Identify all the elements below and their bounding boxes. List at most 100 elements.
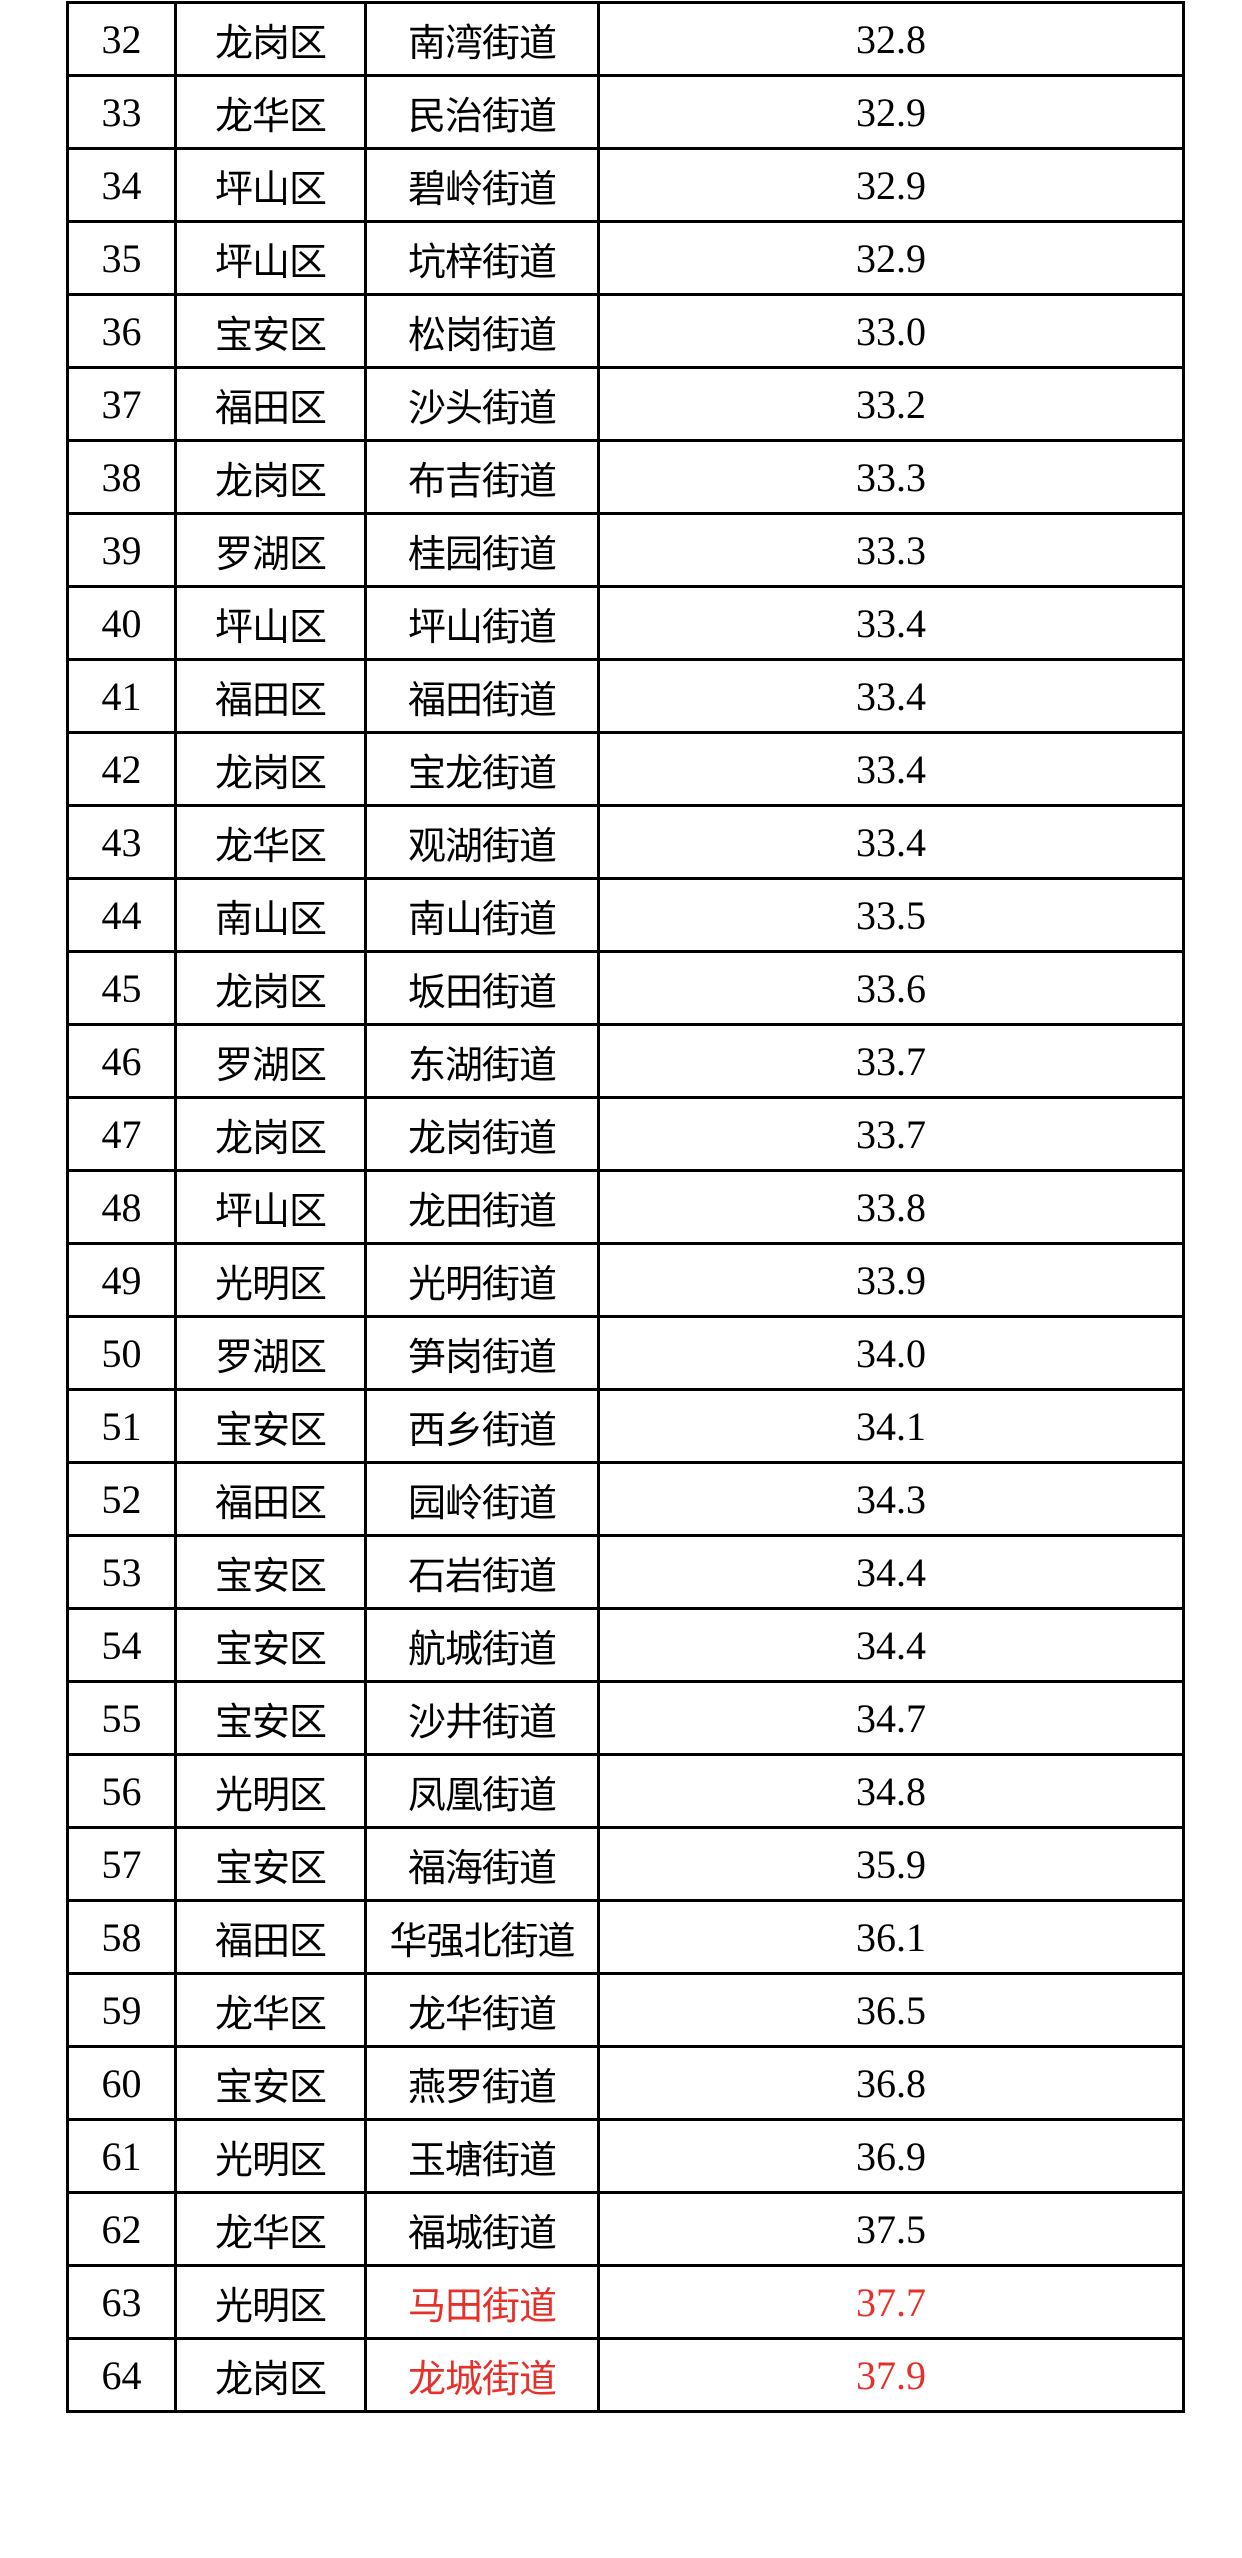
table-row: 53 宝安区 石岩街道 34.4 [66,1534,1185,1610]
table-row: 40 坪山区 坪山街道 33.4 [66,585,1185,661]
table-row: 54 宝安区 航城街道 34.4 [66,1607,1185,1683]
street-cell: 龙岗街道 [364,1096,600,1172]
value-cell: 32.9 [597,147,1185,223]
district-cell: 宝安区 [174,1534,367,1610]
district-cell: 福田区 [174,658,367,734]
table-row: 43 龙华区 观湖街道 33.4 [66,804,1185,880]
rank-cell: 62 [66,2191,177,2267]
value-cell: 34.1 [597,1388,1185,1464]
street-cell: 沙头街道 [364,366,600,442]
table-row: 49 光明区 光明街道 33.9 [66,1242,1185,1318]
table-row: 61 光明区 玉塘街道 36.9 [66,2118,1185,2194]
district-cell: 罗湖区 [174,1315,367,1391]
district-cell: 宝安区 [174,2045,367,2121]
rank-cell: 36 [66,293,177,369]
value-cell: 32.8 [597,1,1185,77]
table-row: 34 坪山区 碧岭街道 32.9 [66,147,1185,223]
value-cell: 33.7 [597,1023,1185,1099]
value-cell: 33.5 [597,877,1185,953]
value-cell: 36.9 [597,2118,1185,2194]
value-cell: 36.8 [597,2045,1185,2121]
street-cell: 民治街道 [364,74,600,150]
street-cell: 碧岭街道 [364,147,600,223]
value-cell: 34.8 [597,1753,1185,1829]
district-cell: 龙岗区 [174,950,367,1026]
district-cell: 宝安区 [174,1607,367,1683]
value-cell: 34.4 [597,1534,1185,1610]
value-cell: 33.8 [597,1169,1185,1245]
street-cell: 光明街道 [364,1242,600,1318]
street-cell: 石岩街道 [364,1534,600,1610]
district-cell: 宝安区 [174,1680,367,1756]
district-cell: 罗湖区 [174,1023,367,1099]
table-row: 52 福田区 园岭街道 34.3 [66,1461,1185,1537]
rank-cell: 44 [66,877,177,953]
district-cell: 南山区 [174,877,367,953]
district-cell: 龙华区 [174,2191,367,2267]
district-cell: 龙岗区 [174,2337,367,2413]
rank-cell: 63 [66,2264,177,2340]
street-cell: 西乡街道 [364,1388,600,1464]
value-cell: 32.9 [597,220,1185,296]
table-row: 38 龙岗区 布吉街道 33.3 [66,439,1185,515]
rank-cell: 52 [66,1461,177,1537]
rank-cell: 33 [66,74,177,150]
rank-cell: 41 [66,658,177,734]
table-row: 63 光明区 马田街道 37.7 [66,2264,1185,2340]
rank-cell: 54 [66,1607,177,1683]
district-cell: 光明区 [174,2264,367,2340]
table-row: 36 宝安区 松岗街道 33.0 [66,293,1185,369]
rank-cell: 46 [66,1023,177,1099]
rank-cell: 35 [66,220,177,296]
value-cell: 34.0 [597,1315,1185,1391]
rank-cell: 48 [66,1169,177,1245]
district-cell: 龙岗区 [174,1096,367,1172]
street-cell: 宝龙街道 [364,731,600,807]
table-row: 47 龙岗区 龙岗街道 33.7 [66,1096,1185,1172]
value-cell: 33.0 [597,293,1185,369]
table-row: 60 宝安区 燕罗街道 36.8 [66,2045,1185,2121]
street-cell: 园岭街道 [364,1461,600,1537]
rank-cell: 59 [66,1972,177,2048]
district-cell: 坪山区 [174,147,367,223]
street-cell: 龙华街道 [364,1972,600,2048]
street-cell: 福城街道 [364,2191,600,2267]
rank-cell: 47 [66,1096,177,1172]
rank-cell: 45 [66,950,177,1026]
street-cell: 龙城街道 [364,2337,600,2413]
value-cell: 33.4 [597,804,1185,880]
district-cell: 龙华区 [174,1972,367,2048]
street-cell: 福海街道 [364,1826,600,1902]
rank-cell: 55 [66,1680,177,1756]
table-row: 55 宝安区 沙井街道 34.7 [66,1680,1185,1756]
street-cell: 笋岗街道 [364,1315,600,1391]
street-cell: 观湖街道 [364,804,600,880]
street-cell: 沙井街道 [364,1680,600,1756]
street-cell: 坪山街道 [364,585,600,661]
district-cell: 龙华区 [174,74,367,150]
rank-cell: 39 [66,512,177,588]
district-cell: 光明区 [174,1753,367,1829]
street-cell: 坑梓街道 [364,220,600,296]
street-cell: 福田街道 [364,658,600,734]
rank-cell: 50 [66,1315,177,1391]
district-cell: 坪山区 [174,585,367,661]
street-cell: 航城街道 [364,1607,600,1683]
value-cell: 37.9 [597,2337,1185,2413]
table-row: 51 宝安区 西乡街道 34.1 [66,1388,1185,1464]
district-cell: 宝安区 [174,1388,367,1464]
street-cell: 南山街道 [364,877,600,953]
table-row: 45 龙岗区 坂田街道 33.6 [66,950,1185,1026]
rank-cell: 37 [66,366,177,442]
rank-cell: 53 [66,1534,177,1610]
rank-cell: 60 [66,2045,177,2121]
rank-cell: 61 [66,2118,177,2194]
table-row: 41 福田区 福田街道 33.4 [66,658,1185,734]
value-cell: 37.5 [597,2191,1185,2267]
rank-cell: 56 [66,1753,177,1829]
value-cell: 36.5 [597,1972,1185,2048]
table-row: 50 罗湖区 笋岗街道 34.0 [66,1315,1185,1391]
table-row: 59 龙华区 龙华街道 36.5 [66,1972,1185,2048]
street-cell: 坂田街道 [364,950,600,1026]
street-cell: 南湾街道 [364,1,600,77]
